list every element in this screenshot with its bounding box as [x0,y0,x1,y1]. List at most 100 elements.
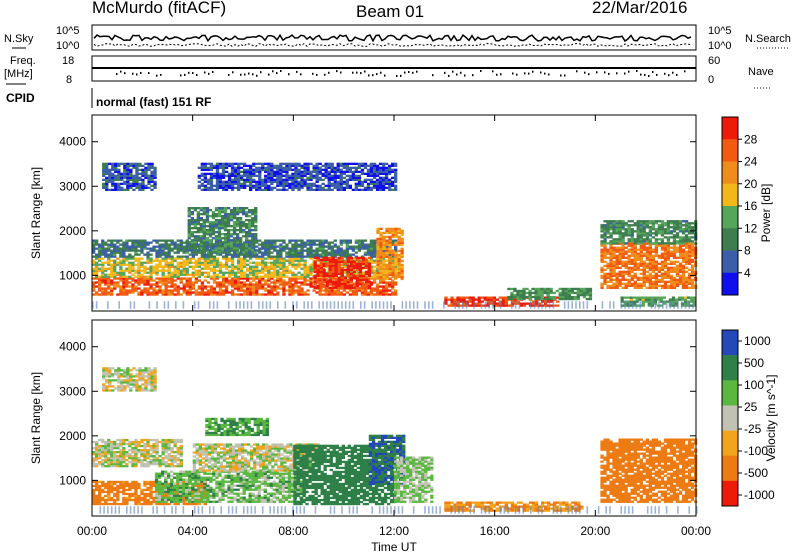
heat-cell [221,255,226,258]
heat-cell [105,164,109,167]
heat-cell [630,262,634,265]
heat-cell [125,293,129,296]
heat-cell [153,172,157,175]
heat-cell [255,174,259,177]
heat-cell [336,291,340,294]
nave-dot [604,71,606,74]
heat-cell [114,184,118,187]
heat-cell [621,232,625,235]
heat-cell [312,249,316,252]
heat-cell [621,242,625,245]
heat-cell [188,257,192,260]
heat-cell [330,174,334,177]
heat-cell [288,164,292,167]
heat-cell [312,164,316,167]
heat-cell [288,241,292,244]
heat-cell [246,170,250,173]
heat-cell [627,254,631,257]
heat-cell [255,265,259,268]
heat-cell [654,260,658,263]
heat-cell [379,267,383,271]
heat-cell [179,245,183,248]
heat-cell [267,249,271,252]
heat-cell [125,241,129,244]
heat-cell [255,283,259,286]
heat-cell [246,255,250,258]
heat-cell [651,286,655,289]
freq-unit: [MHz] [4,68,33,80]
heat-cell [230,180,235,183]
heat-cell [379,263,383,267]
heat-cell [624,284,628,287]
heat-cell [528,289,532,293]
heat-cell [537,295,541,299]
heat-cell [261,162,265,165]
heat-cell [294,241,298,244]
heat-cell [391,261,395,265]
heat-cell [327,162,331,165]
heat-cell [384,174,389,177]
heat-cell [660,274,665,277]
heat-cell [382,255,386,259]
heat-cell [248,243,252,246]
heat-cell [218,166,223,169]
heat-cell [215,281,220,284]
heat-cell [221,257,226,260]
heat-cell [267,168,271,171]
heat-cell [372,174,377,177]
nave-dot [316,73,318,76]
heat-cell [388,166,392,169]
heat-cell [193,225,197,228]
heat-cell [270,263,274,266]
heat-cell [537,291,541,295]
heat-cell [187,231,191,234]
heat-cell [170,255,174,258]
heat-cell [227,281,232,284]
heat-cell [384,172,389,175]
heat-cell [636,252,640,255]
heat-cell [291,283,295,286]
heat-cell [206,257,211,260]
heat-cell [321,247,325,250]
heat-cell [105,184,109,187]
heat-cell [230,174,235,177]
heat-cell [681,280,686,283]
heat-cell [137,257,141,260]
heat-cell [242,223,246,226]
heat-cell [215,259,220,262]
heat-cell [691,250,695,253]
heat-cell [273,166,277,169]
heat-cell [333,178,337,181]
heat-cell [226,245,231,248]
heat-cell [339,247,343,250]
heat-cell [507,287,511,291]
heat-cell [196,223,200,226]
heat-cell [187,233,191,236]
heat-cell [321,172,325,175]
heat-cell [315,176,319,179]
heat-cell [294,243,298,246]
nave-dot [596,71,598,74]
heat-cell [209,259,214,262]
heat-cell [285,170,289,173]
heat-cell [246,174,250,177]
heat-cell [233,253,238,256]
heat-cell [255,253,259,256]
heat-cell [203,176,207,179]
heat-cell [528,295,532,299]
heat-cell [126,174,130,177]
heat-cell [540,297,544,301]
heat-cell [143,239,147,242]
heat-cell [218,186,223,189]
heat-cell [358,276,363,279]
heat-cell [143,287,147,290]
heat-cell [218,261,223,264]
heat-cell [313,266,317,269]
heat-cell [639,272,643,275]
heat-cell [249,267,253,270]
heat-cell [187,249,191,252]
heat-cell [331,284,335,287]
heat-cell [376,245,380,248]
heat-cell [372,172,377,175]
heat-cell [282,166,286,169]
